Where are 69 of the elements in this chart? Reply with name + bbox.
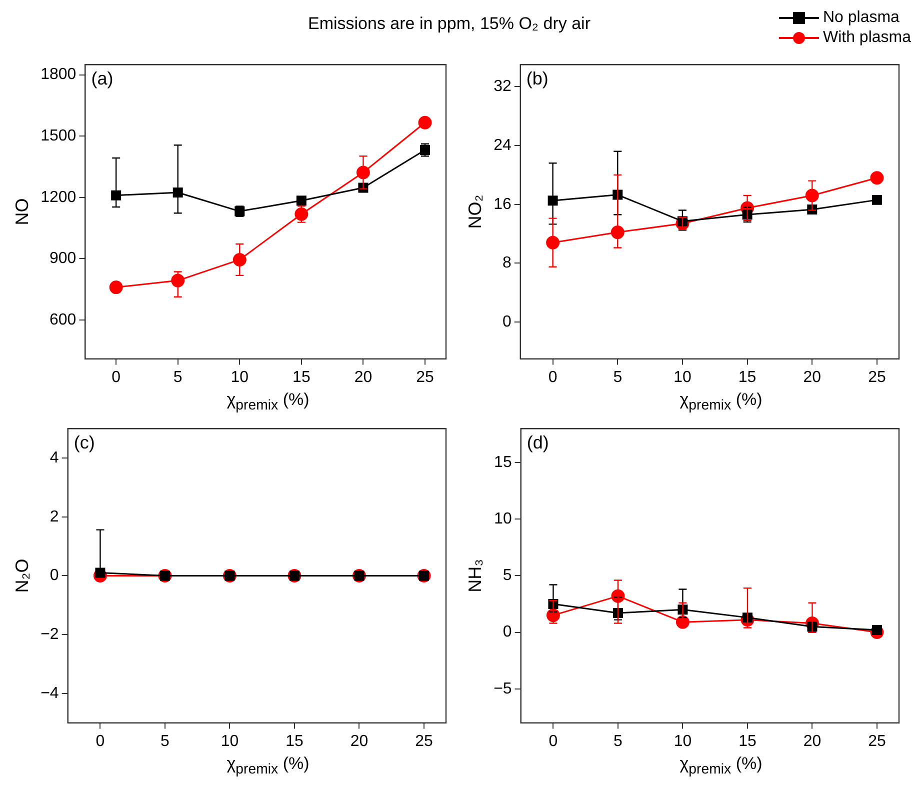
x-tick-label: 20	[354, 368, 372, 386]
chart-title: Emissions are in ppm, 15% O₂ dry air	[308, 14, 590, 34]
annotation: (d)	[526, 432, 549, 453]
x-tick-label: 15	[292, 368, 310, 386]
y-tick-label: 1200	[40, 188, 76, 206]
x-tick-label: 25	[415, 732, 433, 750]
y-tick-label: 1500	[40, 128, 76, 145]
y-tick-label: 32	[494, 78, 512, 96]
x-tick-label: 10	[230, 368, 249, 386]
x-tick-label: 0	[112, 368, 121, 386]
y-tick-label: 2	[50, 508, 59, 526]
x-tick-label: 15	[738, 732, 756, 750]
y-tick-label: 1800	[40, 66, 76, 84]
x-tick-label: 10	[674, 732, 692, 750]
x-axis-title: χ$_{premix}$ (%)	[678, 390, 764, 416]
x-tick-label: 20	[803, 732, 822, 750]
y-tick-label: −4	[40, 684, 59, 702]
x-tick-label: 5	[614, 732, 623, 750]
x-tick-label: 5	[160, 732, 170, 750]
point	[232, 252, 246, 266]
y-tick-label: 0	[50, 567, 59, 584]
y-tick-label: 8	[502, 254, 512, 272]
y-tick-label: 5	[502, 567, 512, 584]
point	[171, 274, 185, 288]
annotation: (a)	[91, 68, 114, 89]
point	[805, 188, 819, 202]
point	[109, 280, 123, 294]
x-axis-title: χ$_{premix}$ (%)	[226, 754, 310, 780]
point	[111, 190, 122, 200]
x-tick-label: 0	[96, 732, 105, 750]
x-tick-label: 0	[548, 732, 558, 750]
y-tick-label: 24	[494, 136, 512, 154]
y-tick-label: 16	[494, 196, 512, 213]
legend-label: With plasma	[822, 29, 911, 47]
y-tick-label: 0	[502, 313, 512, 330]
point	[296, 196, 306, 206]
y-axis-title: N₂O	[12, 558, 32, 593]
annotation: (c)	[74, 432, 95, 453]
x-tick-label: 10	[220, 732, 239, 750]
y-tick-label: 600	[49, 311, 76, 328]
y-tick-label: 0	[502, 624, 512, 641]
point	[418, 116, 432, 130]
x-tick-label: 20	[803, 368, 822, 386]
x-axis-title: χ$_{premix}$ (%)	[678, 754, 764, 780]
x-tick-label: 20	[350, 732, 368, 750]
point	[610, 226, 624, 240]
x-tick-label: 25	[416, 368, 434, 386]
annotation: (b)	[526, 68, 548, 89]
y-tick-label: −2	[40, 626, 59, 643]
x-tick-label: 25	[868, 368, 886, 386]
x-tick-label: 5	[173, 368, 182, 386]
y-tick-label: 10	[494, 510, 512, 528]
y-tick-label: 4	[50, 449, 59, 466]
x-tick-label: 15	[738, 368, 756, 386]
y-axis-title: NO	[12, 198, 32, 226]
x-tick-label: 5	[613, 368, 622, 386]
y-axis-title: NH₃	[464, 559, 485, 592]
x-tick-label: 0	[548, 368, 558, 386]
y-tick-label: 900	[49, 250, 76, 268]
x-tick-label: 25	[868, 732, 886, 750]
y-axis-title: NO₂	[464, 194, 485, 229]
x-tick-label: 15	[286, 732, 304, 750]
y-tick-label: −5	[494, 680, 512, 698]
legend-label: No plasma	[822, 9, 900, 27]
x-tick-label: 10	[674, 368, 692, 386]
y-tick-label: 15	[494, 454, 512, 471]
x-axis-title: χ$_{premix}$ (%)	[226, 390, 310, 416]
point	[172, 188, 183, 198]
point	[872, 194, 882, 205]
